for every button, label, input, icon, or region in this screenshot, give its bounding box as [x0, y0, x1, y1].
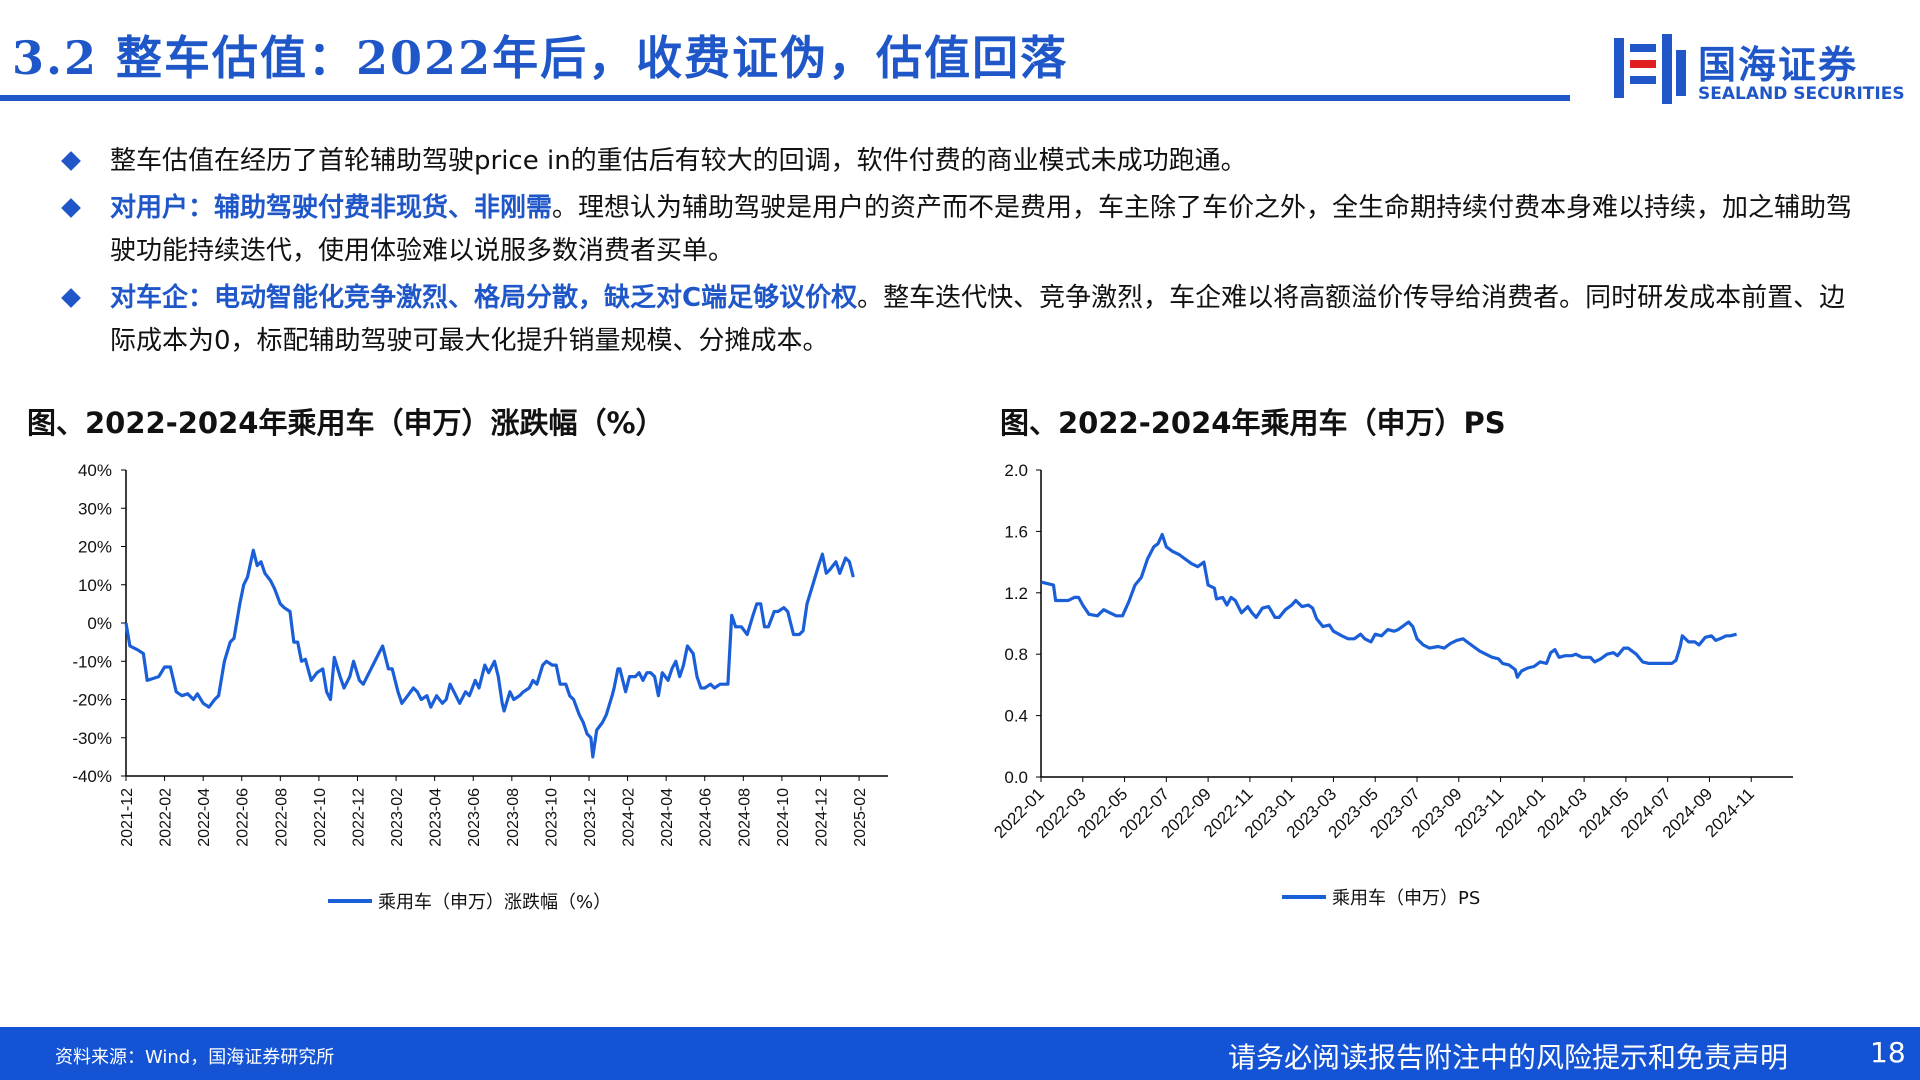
- logo-text-en: SEALAND SECURITIES: [1698, 84, 1905, 104]
- bullet-highlight: 对车企：电动智能化竞争激烈、格局分散，缺乏对C端足够议价权: [110, 283, 858, 313]
- y-tick-label: -40%: [72, 767, 112, 786]
- x-tick-label: 2022-02: [158, 788, 175, 847]
- y-tick-label: 20%: [78, 538, 112, 557]
- y-tick-label: 0.0: [1004, 768, 1028, 787]
- x-tick-label: 2024-04: [659, 788, 676, 847]
- y-tick-label: -30%: [72, 729, 112, 748]
- x-tick-label: 2023-02: [389, 788, 406, 847]
- footer-disclaimer: 请务必阅读报告附注中的风险提示和免责声明: [1228, 1041, 1789, 1074]
- series-line: [1040, 532, 1737, 679]
- x-tick-label: 2024-08: [736, 788, 753, 847]
- legend-label: 乘用车（申万）PS: [1332, 888, 1480, 909]
- x-tick-label: 2021-12: [119, 788, 136, 847]
- footer-source: 资料来源：Wind，国海证券研究所: [55, 1047, 335, 1068]
- bullet-text: 整车估值在经历了首轮辅助驾驶price in的重估后有较大的回调，软件付费的商业…: [110, 146, 1247, 176]
- x-tick-label: 2022-12: [350, 788, 367, 847]
- y-tick-label: 2.0: [1004, 461, 1028, 480]
- x-tick-label: 2023-10: [543, 788, 560, 847]
- series-line: [124, 548, 855, 759]
- diamond-bullet-icon: [61, 288, 81, 308]
- chart-ps: 2.01.61.20.80.40.02022-012022-032022-052…: [990, 461, 1793, 909]
- x-tick-label: 2024-10: [775, 788, 792, 847]
- y-tick-label: 40%: [78, 461, 112, 480]
- chart-change-pct: 40% 30% 20% 10% 0% -10% -20% -30% -40% 2021-12 202…: [72, 461, 888, 913]
- x-tick-label: 2022-04: [196, 788, 213, 847]
- bullet-item: 对车企：电动智能化竞争激烈、格局分散，缺乏对C端足够议价权。整车迭代快、竞争激烈…: [60, 277, 1870, 363]
- x-tick-label: 2022-08: [273, 788, 290, 847]
- y-tick-label: 30%: [78, 499, 112, 518]
- x-tick-label: 2023-04: [428, 788, 445, 847]
- logo: 国海证券 SEALAND SECURITIES: [1610, 30, 1905, 110]
- logo-text-cn: 国海证券: [1698, 43, 1859, 87]
- y-tick-label: 0%: [87, 614, 112, 633]
- y-tick-label: 1.6: [1004, 522, 1028, 541]
- chart-title-change: 图、2022-2024年乘用车（申万）涨跌幅（%）: [27, 406, 665, 440]
- bullet-item: 整车估值在经历了首轮辅助驾驶price in的重估后有较大的回调，软件付费的商业…: [60, 140, 1870, 183]
- chart-title-ps: 图、2022-2024年乘用车（申万）PS: [1000, 406, 1506, 440]
- bullet-text: 。理想认为辅助驾驶是用户的资产而不是费用，车主除了车价之外，全生命期持续付费本身…: [110, 193, 1853, 266]
- legend-label: 乘用车（申万）涨跌幅（%）: [378, 892, 611, 913]
- x-tick-label: 2024-02: [621, 788, 638, 847]
- x-tick-label: 2025-02: [852, 788, 869, 847]
- page-number: 18: [1870, 1036, 1906, 1069]
- footer-bar: 资料来源：Wind，国海证券研究所 请务必阅读报告附注中的风险提示和免责声明 1…: [0, 1027, 1920, 1080]
- bullet-highlight: 对用户：辅助驾驶付费非现货、非刚需: [110, 193, 553, 223]
- x-tick-label: 2022-10: [312, 788, 329, 847]
- x-tick-label: 2024-06: [698, 788, 715, 847]
- y-tick-label: -10%: [72, 652, 112, 671]
- page-title: 3.2 整车估值：2022年后，收费证伪，估值回落: [12, 31, 1069, 85]
- bullet-text: 。整车迭代快、竞争激烈，车企难以将高额溢价传导给消费者。同时研发成本前置、边际成…: [110, 283, 1846, 356]
- y-tick-label: -20%: [72, 691, 112, 710]
- x-tick-label: 2023-06: [466, 788, 483, 847]
- x-tick-label: 2023-12: [582, 788, 599, 847]
- x-tick-label: 2023-08: [505, 788, 522, 847]
- y-tick-label: 0.4: [1004, 707, 1028, 726]
- x-tick-label: 2022-06: [235, 788, 252, 847]
- y-tick-label: 1.2: [1004, 584, 1028, 603]
- y-tick-label: 10%: [78, 576, 112, 595]
- bullet-list: 整车估值在经历了首轮辅助驾驶price in的重估后有较大的回调，软件付费的商业…: [60, 140, 1870, 367]
- title-rule: [0, 95, 1570, 101]
- sealand-logo-icon: [1614, 34, 1686, 104]
- diamond-bullet-icon: [61, 151, 81, 171]
- bullet-item: 对用户：辅助驾驶付费非现货、非刚需。理想认为辅助驾驶是用户的资产而不是费用，车主…: [60, 187, 1870, 273]
- y-tick-label: 0.8: [1004, 645, 1028, 664]
- diamond-bullet-icon: [61, 198, 81, 218]
- x-tick-label: 2024-12: [813, 788, 830, 847]
